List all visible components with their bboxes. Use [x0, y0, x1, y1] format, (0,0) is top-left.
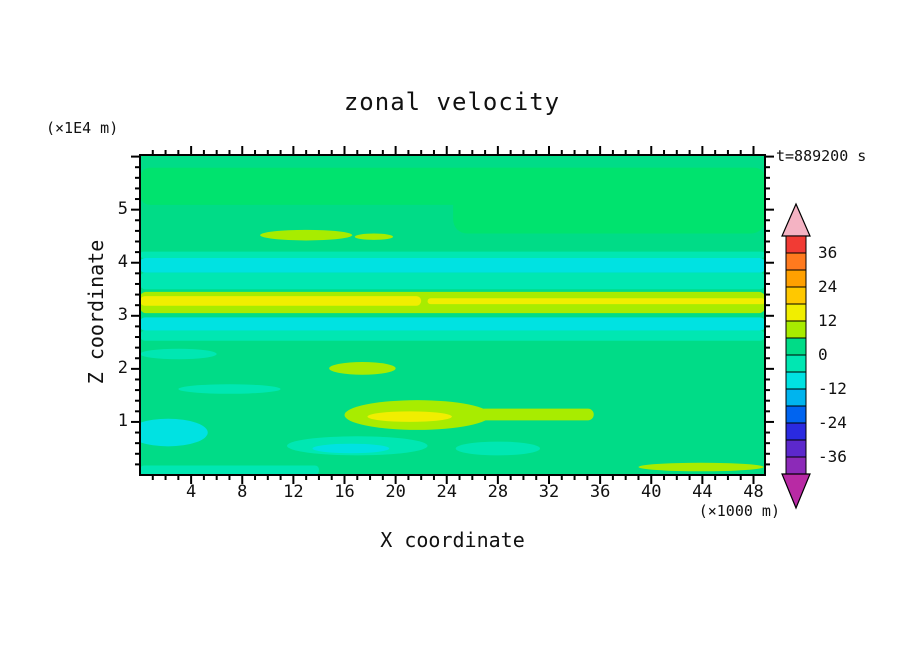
y-tick-label: 5: [117, 198, 128, 219]
colorbar: [781, 202, 811, 510]
x-tick-label: 36: [589, 482, 611, 502]
x-tick-label: 8: [237, 482, 248, 502]
contour-plot: [140, 155, 765, 475]
y-tick-label: 3: [117, 304, 128, 325]
y-tick-label: 1: [117, 410, 128, 431]
plot-area: [140, 155, 765, 475]
colorbar-tick-label: 36: [818, 243, 838, 262]
y-tick-label: 2: [117, 357, 128, 378]
x-tick-label: 16: [334, 482, 355, 502]
x-tick-label: 44: [692, 482, 713, 502]
chart-title: zonal velocity: [343, 88, 561, 116]
time-annotation: t=889200 s: [776, 147, 867, 165]
x-axis-unit-label: (×1000 m): [698, 502, 780, 520]
colorbar-tick-label: 0: [818, 345, 828, 364]
z-axis-title: Z coordinate: [84, 239, 108, 385]
x-tick-label: 4: [185, 482, 197, 502]
colorbar-tick-label: -24: [818, 413, 847, 432]
x-tick-label: 20: [385, 482, 406, 502]
x-tick-label: 48: [743, 482, 764, 502]
colorbar-tick-label: 24: [818, 277, 838, 296]
y-tick-label: 4: [117, 251, 128, 272]
colorbar-tick-label: -12: [818, 379, 847, 398]
x-tick-label: 28: [487, 482, 509, 502]
x-axis-title: X coordinate: [380, 528, 525, 552]
x-tick-label: 32: [538, 482, 560, 502]
y-axis-unit-label: (×1E4 m): [46, 119, 119, 137]
x-tick-label: 40: [640, 482, 662, 502]
x-tick-label: 24: [436, 482, 457, 502]
colorbar-tick-label: 12: [818, 311, 838, 330]
colorbar-tick-label: -36: [818, 447, 847, 466]
x-tick-label: 12: [283, 482, 304, 502]
